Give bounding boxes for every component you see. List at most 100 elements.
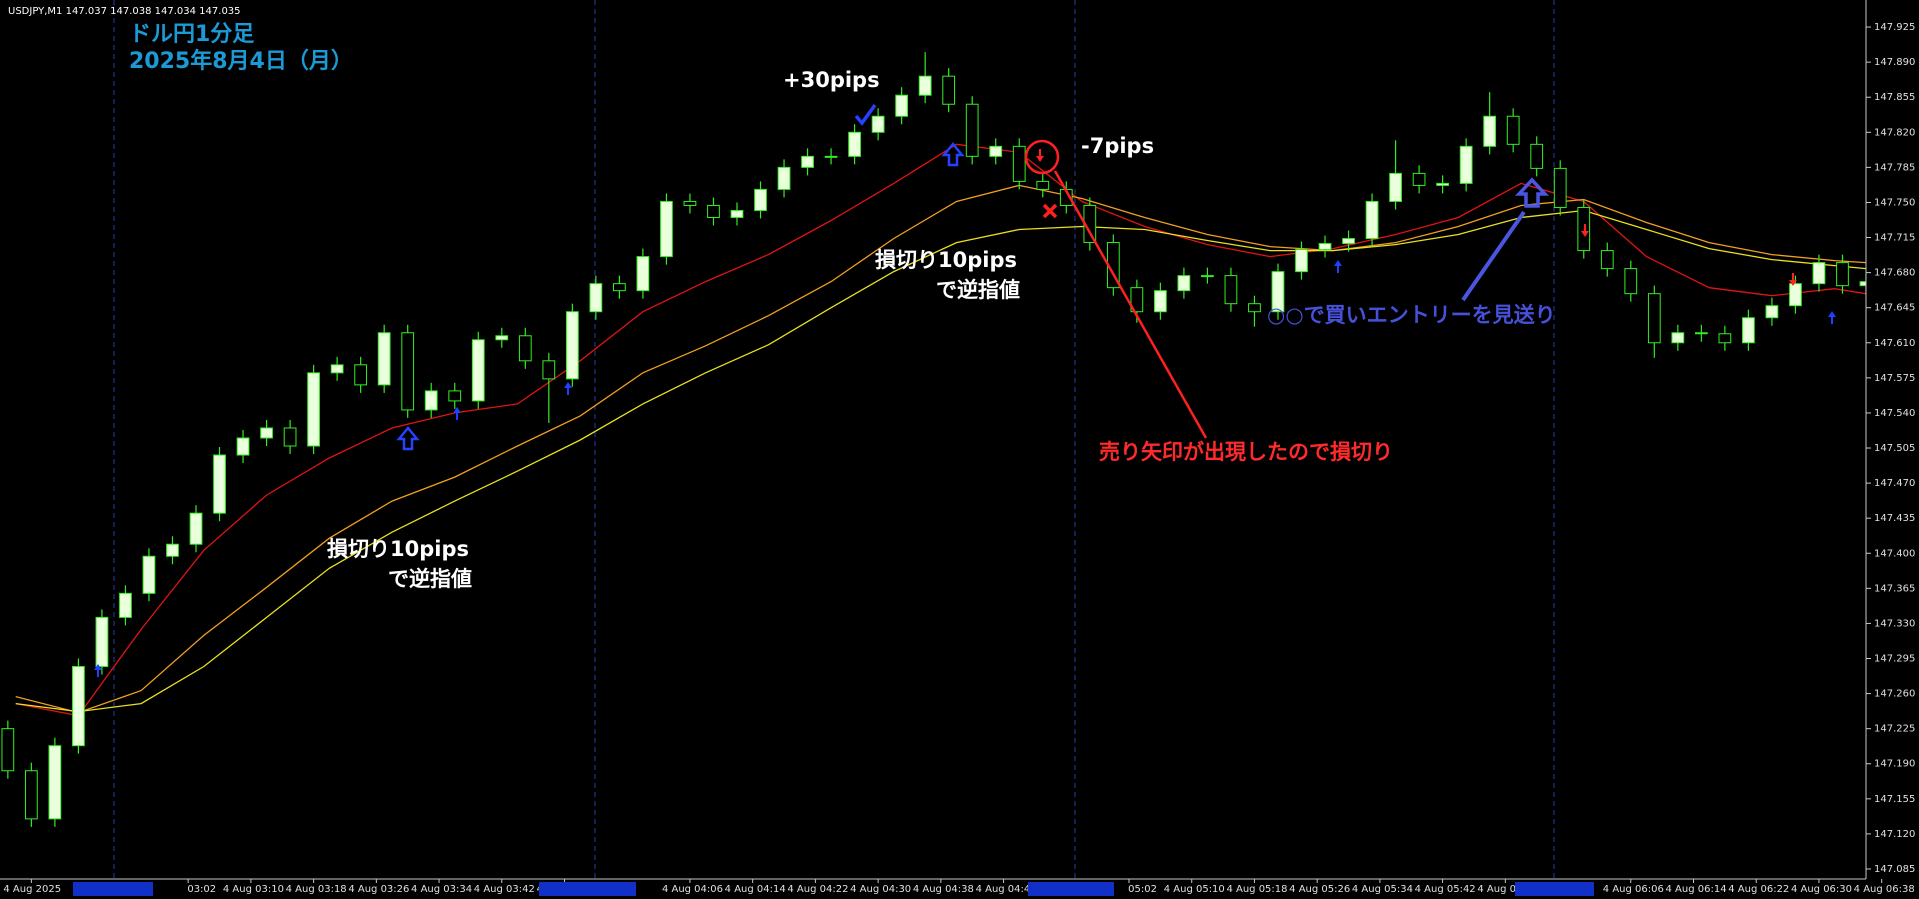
- x-tick-label: 4 Aug 06:30: [1791, 884, 1852, 895]
- x-tick-label: 4 Aug 05:18: [1226, 884, 1287, 895]
- candle-body: [283, 427, 297, 447]
- candle-body: [1365, 200, 1379, 240]
- signal-arrows: [94, 149, 1836, 677]
- candle-body: [542, 360, 556, 380]
- candle-body: [1671, 332, 1685, 344]
- candle-body: [895, 94, 909, 117]
- candle-body: [1506, 115, 1520, 145]
- candle-body: [401, 332, 415, 411]
- y-tick-label: 147.855: [1874, 92, 1915, 103]
- buy-arrow: [1334, 260, 1342, 273]
- candle-body: [1812, 262, 1826, 285]
- chart-title: ドル円1分足: [129, 22, 254, 47]
- annotation: で逆指値: [936, 278, 1020, 302]
- y-tick-label: 147.750: [1874, 197, 1915, 208]
- candle-body: [1694, 332, 1708, 335]
- candle-body: [24, 770, 38, 820]
- candle-body: [730, 209, 744, 218]
- candle-body: [589, 283, 603, 313]
- buy-arrow: [94, 664, 102, 677]
- candle-body: [1, 728, 15, 772]
- annotation: 損切り10pips: [327, 537, 469, 561]
- stop-mark: [1042, 203, 1058, 219]
- y-tick-label: 147.540: [1874, 408, 1915, 419]
- buy-arrow: [564, 382, 572, 395]
- x-tick-label: 4 Aug 05:42: [1415, 884, 1476, 895]
- candle-body: [1153, 290, 1167, 313]
- x-tick-label: 4 Aug 06:06: [1603, 884, 1664, 895]
- candle-body: [613, 283, 626, 292]
- annotation: 損切り10pips: [875, 248, 1017, 272]
- x-tick-label: 4 Aug 05:: [1477, 884, 1525, 895]
- x-tick-label: 4 Aug 05:26: [1289, 884, 1350, 895]
- candle-body: [942, 75, 956, 105]
- candle-body: [683, 200, 697, 206]
- candle-body: [707, 204, 720, 218]
- candle-body: [1459, 145, 1473, 184]
- candle-body: [989, 145, 1003, 157]
- candle-body: [1201, 275, 1214, 278]
- check-mark: [854, 103, 877, 126]
- separator-label-box: [539, 882, 636, 896]
- y-tick-label: 147.785: [1874, 162, 1915, 173]
- y-tick-label: 147.470: [1874, 478, 1915, 489]
- sell-arrow: [1789, 273, 1797, 286]
- candle-body: [307, 372, 320, 447]
- candle-body: [1836, 262, 1849, 287]
- candle-body: [189, 512, 203, 545]
- candle-body: [801, 155, 814, 168]
- candle-body: [660, 200, 673, 258]
- y-tick-label: 147.260: [1874, 689, 1915, 700]
- candle-body: [1765, 305, 1779, 319]
- y-tick-label: 147.120: [1874, 829, 1915, 840]
- candle-body: [1036, 180, 1050, 190]
- candle-body: [1412, 172, 1426, 186]
- entry-arrow: [396, 426, 420, 451]
- x-tick-label: 4 Aug 03:34: [411, 884, 472, 895]
- candle-body: [1577, 206, 1591, 252]
- annotation: -7pips: [1081, 134, 1154, 158]
- x-tick-label: 4 Aug 06:22: [1728, 884, 1789, 895]
- candle-body: [1342, 238, 1355, 245]
- y-tick-label: 147.400: [1874, 548, 1915, 559]
- skip-arrow: [1514, 177, 1550, 208]
- candle-body: [1271, 271, 1285, 313]
- candle-body: [119, 592, 132, 618]
- candle-body: [636, 256, 650, 292]
- x-tick-label: 4 Aug 05:34: [1352, 884, 1413, 895]
- x-tick-label: 4 Aug 03:42: [474, 884, 535, 895]
- y-tick-label: 147.505: [1874, 443, 1915, 454]
- candle-body: [1436, 182, 1450, 186]
- candle-body: [1389, 172, 1402, 202]
- y-tick-label: 147.365: [1874, 583, 1915, 594]
- annotation: +30pips: [783, 68, 880, 92]
- candle-body: [1012, 145, 1026, 182]
- y-tick-label: 147.225: [1874, 724, 1915, 735]
- annotation: で逆指値: [388, 567, 472, 591]
- y-tick-label: 147.680: [1874, 268, 1915, 279]
- plot-area: [1, 52, 1866, 827]
- candle-body: [918, 75, 932, 96]
- callout-line: [1053, 170, 1208, 439]
- annotation: 売り矢印が出現したので損切り: [1099, 440, 1393, 464]
- axes: 147.925 147.890 147.855 147.820 147.785 147.7…: [3, 22, 1915, 896]
- candle-body: [871, 115, 885, 133]
- candle-body: [1224, 275, 1238, 305]
- candle-body: [1295, 249, 1308, 273]
- x-tick-label: 4 Aug 03:10: [223, 884, 284, 895]
- sell-arrow: [1036, 149, 1044, 162]
- candle-body: [354, 364, 368, 386]
- sell-arrow: [1581, 224, 1589, 237]
- candle-body: [424, 390, 438, 411]
- buy-arrow: [453, 407, 461, 420]
- y-tick-label: 147.575: [1874, 373, 1915, 384]
- x-tick-label: 4 Aug 2025: [3, 884, 61, 895]
- y-tick-label: 147.715: [1874, 233, 1915, 244]
- y-tick-label: 147.155: [1874, 794, 1915, 805]
- entry-arrow: [941, 142, 965, 167]
- candle-body: [1248, 303, 1261, 313]
- x-tick-label: 4 Aug 06:38: [1854, 884, 1915, 895]
- x-tick-label: 4 Aug 04:38: [913, 884, 974, 895]
- y-tick-label: 147.295: [1874, 653, 1915, 664]
- y-tick-label: 147.085: [1874, 864, 1915, 875]
